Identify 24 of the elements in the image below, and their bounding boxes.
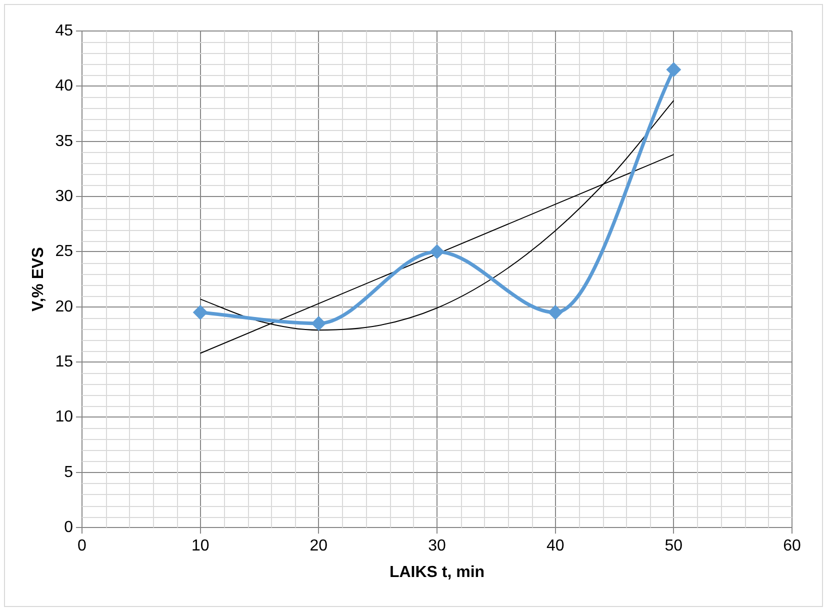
y-tick-label: 40 xyxy=(55,78,74,95)
point xyxy=(194,306,208,320)
y-tick-label: 10 xyxy=(55,408,74,426)
point xyxy=(666,62,680,76)
y-tick-label: 35 xyxy=(55,132,74,150)
point xyxy=(430,244,444,258)
y-tick-label: 15 xyxy=(55,353,74,370)
y-tick-label: 20 xyxy=(55,298,74,316)
x-tick-label: 40 xyxy=(546,538,564,555)
y-tick-label: 0 xyxy=(64,519,74,536)
y-tick-label: 25 xyxy=(55,243,74,260)
point xyxy=(312,316,326,330)
y-tick-label: 45 xyxy=(55,22,74,40)
x-axis-title: LAIKS t, min xyxy=(389,564,485,581)
x-tick-label: 60 xyxy=(783,538,801,555)
y-tick-label: 30 xyxy=(55,188,74,205)
y-axis-title: V,% EVS xyxy=(30,246,48,312)
x-tick-label: 10 xyxy=(191,538,210,555)
x-tick-label: 0 xyxy=(78,538,87,555)
y-tick-label: 5 xyxy=(64,464,74,481)
point xyxy=(548,306,562,320)
x-tick-label: 20 xyxy=(310,538,328,555)
x-tick-label: 30 xyxy=(428,538,446,555)
x-tick-label: 50 xyxy=(664,538,683,555)
